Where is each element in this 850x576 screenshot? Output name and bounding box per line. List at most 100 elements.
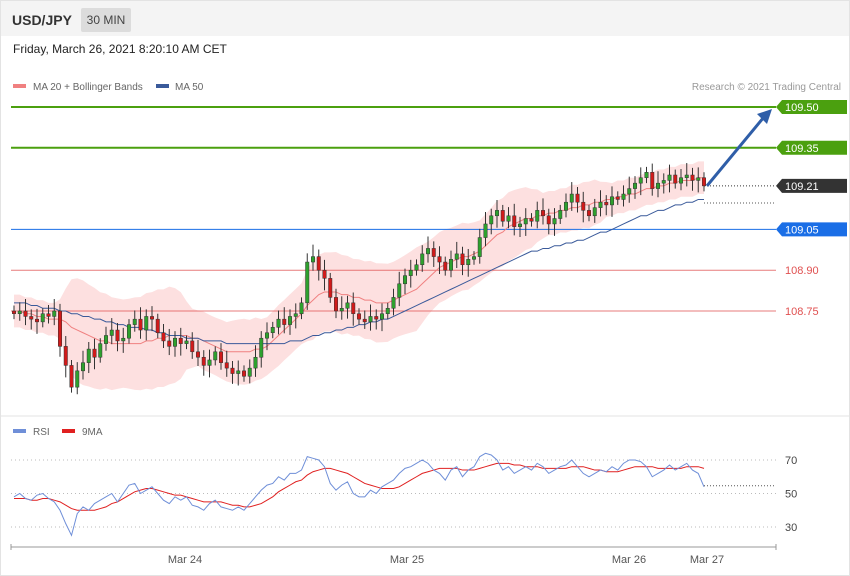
candle-body — [592, 207, 597, 217]
candle-body — [92, 348, 97, 358]
candle-body — [667, 174, 672, 181]
candle-body — [587, 210, 591, 217]
candle-body — [604, 201, 609, 206]
candle-body — [144, 316, 149, 331]
candle-body — [167, 340, 172, 347]
candle-body — [564, 201, 568, 211]
candle-body — [132, 318, 137, 325]
candle-body — [569, 193, 574, 203]
candle-body — [380, 313, 384, 320]
candle-body — [75, 370, 80, 388]
candle-body — [431, 248, 436, 257]
candle-body — [661, 180, 666, 184]
candle-body — [242, 370, 246, 377]
candle-body — [196, 351, 200, 358]
candle-body — [17, 310, 22, 314]
candle-body — [460, 253, 465, 266]
candle-body — [12, 310, 16, 314]
candle-body — [276, 318, 281, 328]
candle-body — [615, 196, 620, 200]
level-label-108.75: 108.75 — [785, 306, 819, 318]
candle-body — [58, 310, 62, 347]
candle-body — [265, 332, 269, 339]
candle-body — [253, 356, 258, 369]
copyright-text: Research © 2021 Trading Central — [692, 82, 841, 93]
candle-body — [633, 182, 637, 189]
candle-body — [443, 261, 448, 271]
candle-body — [512, 215, 517, 227]
candle-body — [150, 316, 154, 320]
candle-body — [477, 237, 482, 257]
candle-body — [247, 367, 252, 377]
candle-body — [288, 316, 292, 325]
candle-body — [581, 201, 586, 211]
forecast-arrowhead — [757, 109, 772, 124]
candle-body — [472, 256, 476, 260]
candle-body — [610, 196, 614, 206]
time-axis: Mar 24 Mar 25 Mar 26 Mar 27 — [10, 544, 777, 566]
candle-body — [52, 310, 57, 317]
candle-body — [173, 337, 177, 347]
candle-body — [161, 332, 166, 342]
candle-body — [104, 335, 108, 344]
level-tag-109.35 — [776, 140, 847, 155]
candle-body — [63, 346, 68, 366]
candle-body — [408, 269, 413, 276]
candle-body — [259, 337, 264, 358]
candle-body — [546, 215, 551, 225]
candle-body — [679, 177, 683, 184]
candle-body — [403, 275, 407, 285]
candle-body — [500, 210, 505, 222]
level-label-109.05: 109.05 — [785, 224, 819, 236]
ma9-legend-swatch — [62, 429, 75, 433]
candle-body — [454, 253, 459, 260]
candle-body — [299, 302, 304, 314]
candle-body — [138, 318, 143, 331]
rsi-legend-label: RSI — [33, 427, 50, 438]
candle-body — [109, 329, 114, 336]
candle-body — [558, 210, 563, 219]
candle-body — [293, 313, 298, 317]
rsi-tick-30: 30 — [785, 522, 797, 534]
candle-body — [311, 256, 315, 263]
x-tick-label: Mar 27 — [690, 554, 724, 566]
level-label-109.21: 109.21 — [785, 181, 819, 193]
candle-body — [495, 210, 499, 217]
ma50-legend-swatch — [156, 84, 169, 88]
candle-body — [305, 261, 310, 304]
candle-body — [621, 193, 626, 200]
candle-body — [224, 362, 229, 369]
candle-body — [230, 367, 235, 374]
candle-body — [414, 264, 419, 271]
candle-body — [638, 177, 643, 184]
forecast-arrow — [705, 116, 766, 187]
candle-body — [644, 172, 649, 178]
interval-button[interactable]: 30 MIN — [81, 8, 131, 32]
price-plot: 109.50 109.35 109.21 109.05 108.90 108.75 — [11, 100, 847, 395]
candle-body — [282, 318, 287, 325]
candle-body — [121, 337, 126, 342]
x-tick-label: Mar 25 — [390, 554, 424, 566]
candle-body — [656, 182, 660, 189]
candle-body — [529, 218, 534, 222]
candle-body — [437, 256, 442, 263]
candle-body — [690, 174, 695, 181]
candle-body — [69, 365, 74, 388]
candle-body — [46, 313, 51, 317]
level-tag-109.50 — [776, 100, 847, 114]
candle-body — [98, 343, 103, 358]
rsi-tick-50: 50 — [785, 489, 797, 501]
candle-body — [190, 340, 195, 353]
candle-body — [219, 351, 223, 363]
candle-body — [426, 248, 430, 255]
candle-body — [207, 359, 212, 366]
candle-body — [368, 316, 373, 323]
candle-body — [316, 256, 321, 271]
level-tag-109.05 — [776, 222, 847, 237]
candle-body — [213, 351, 218, 361]
candle-body — [397, 283, 402, 298]
candle-body — [684, 174, 689, 178]
candle-body — [449, 259, 453, 271]
candle-body — [334, 297, 338, 312]
candle-body — [362, 318, 367, 323]
